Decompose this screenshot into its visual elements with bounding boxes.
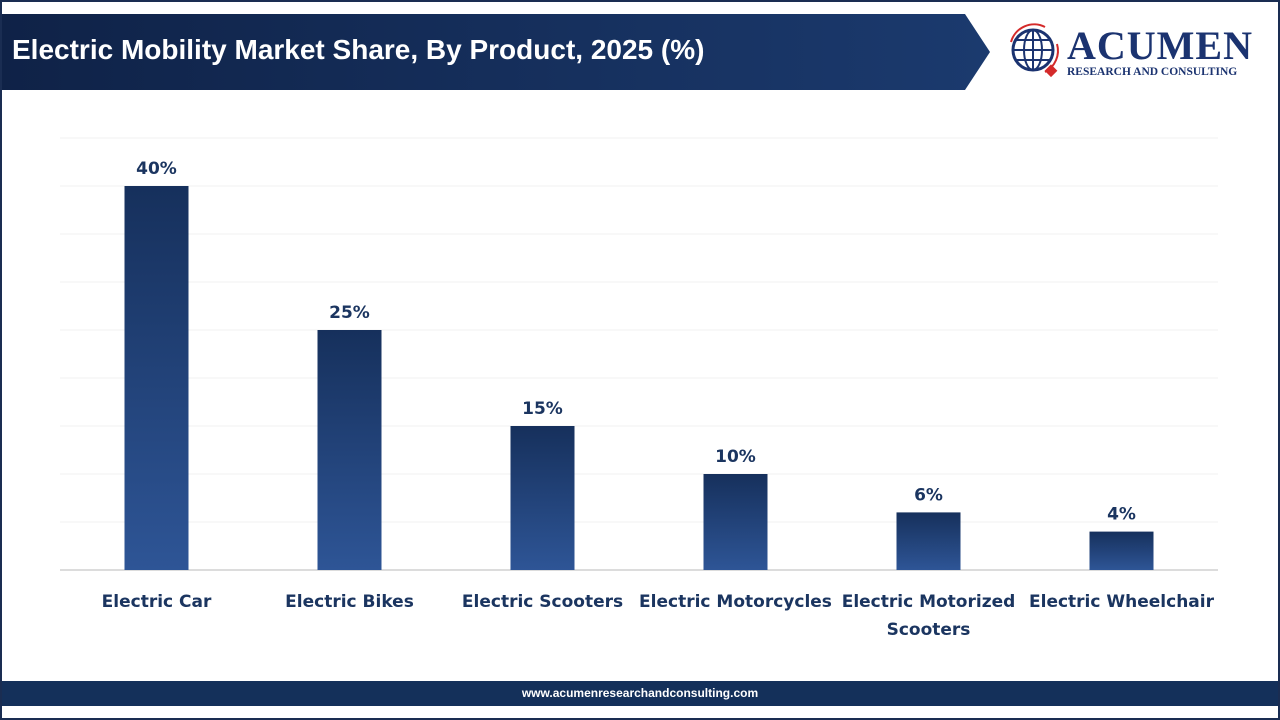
- x-tick-label: Electric Motorized: [842, 592, 1016, 612]
- page-title: Electric Mobility Market Share, By Produ…: [12, 34, 705, 65]
- x-tick-label: Electric Bikes: [285, 592, 414, 612]
- logo-tagline: RESEARCH AND CONSULTING: [1067, 66, 1238, 78]
- bar: [896, 512, 961, 570]
- title-banner: [0, 14, 990, 90]
- x-tick-label: Scooters: [887, 620, 971, 640]
- data-label: 4%: [1107, 505, 1136, 525]
- company-logo: ACUMEN RESEARCH AND CONSULTING: [1005, 22, 1265, 82]
- bar: [1089, 531, 1154, 570]
- bar: [703, 474, 768, 570]
- logo-name: ACUMEN: [1067, 23, 1253, 68]
- globe-icon: [1010, 23, 1059, 78]
- data-label: 6%: [914, 485, 943, 505]
- x-tick-label: Electric Scooters: [462, 592, 623, 612]
- x-tick-label: Electric Motorcycles: [639, 592, 832, 612]
- data-label: 15%: [522, 399, 563, 419]
- data-label: 25%: [329, 303, 370, 323]
- bar-chart: 40% Electric Car 25% Electric Bikes 15% Elect…: [60, 137, 1218, 640]
- bar: [510, 426, 575, 570]
- x-tick-label: Electric Car: [102, 592, 212, 612]
- footer-url: www.acumenresearchandconsulting.com: [2, 681, 1278, 706]
- x-tick-label: Electric Wheelchair: [1029, 592, 1215, 612]
- bar: [124, 186, 189, 570]
- bar: [317, 330, 382, 570]
- data-label: 40%: [136, 159, 177, 179]
- data-label: 10%: [715, 447, 756, 467]
